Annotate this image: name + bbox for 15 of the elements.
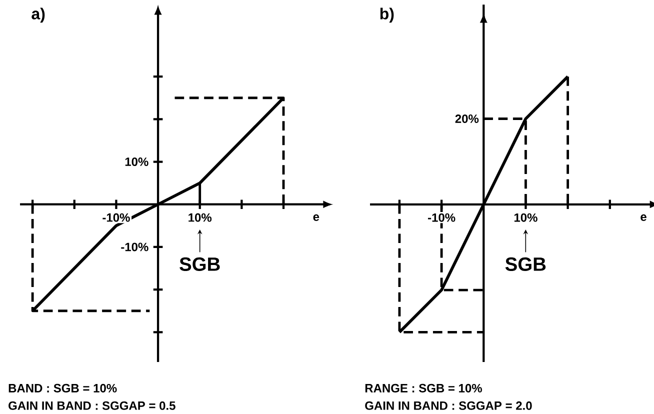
x-axis-title: e xyxy=(313,214,320,221)
text: GAIN IN BAND : SGGAP = 2.0 xyxy=(365,401,532,410)
chart-title: a) xyxy=(32,8,45,23)
x-tick-label: -10% xyxy=(102,213,130,222)
annotation: 20% xyxy=(455,114,479,124)
x-axis-title: e xyxy=(640,214,646,221)
text: RANGE : SGB = 10% xyxy=(365,384,482,392)
chart-title: b) xyxy=(380,8,394,23)
annotation: SGB xyxy=(180,257,220,271)
text: BAND : SGB = 10% xyxy=(8,384,117,392)
annotation: SGB xyxy=(505,257,546,271)
x-tick-label: -10% xyxy=(428,213,456,222)
x-tick-label: 10% xyxy=(514,213,538,222)
text: GAIN IN BAND : SGGAP = 0.5 xyxy=(8,401,176,410)
x-tick-label: 10% xyxy=(188,213,212,222)
